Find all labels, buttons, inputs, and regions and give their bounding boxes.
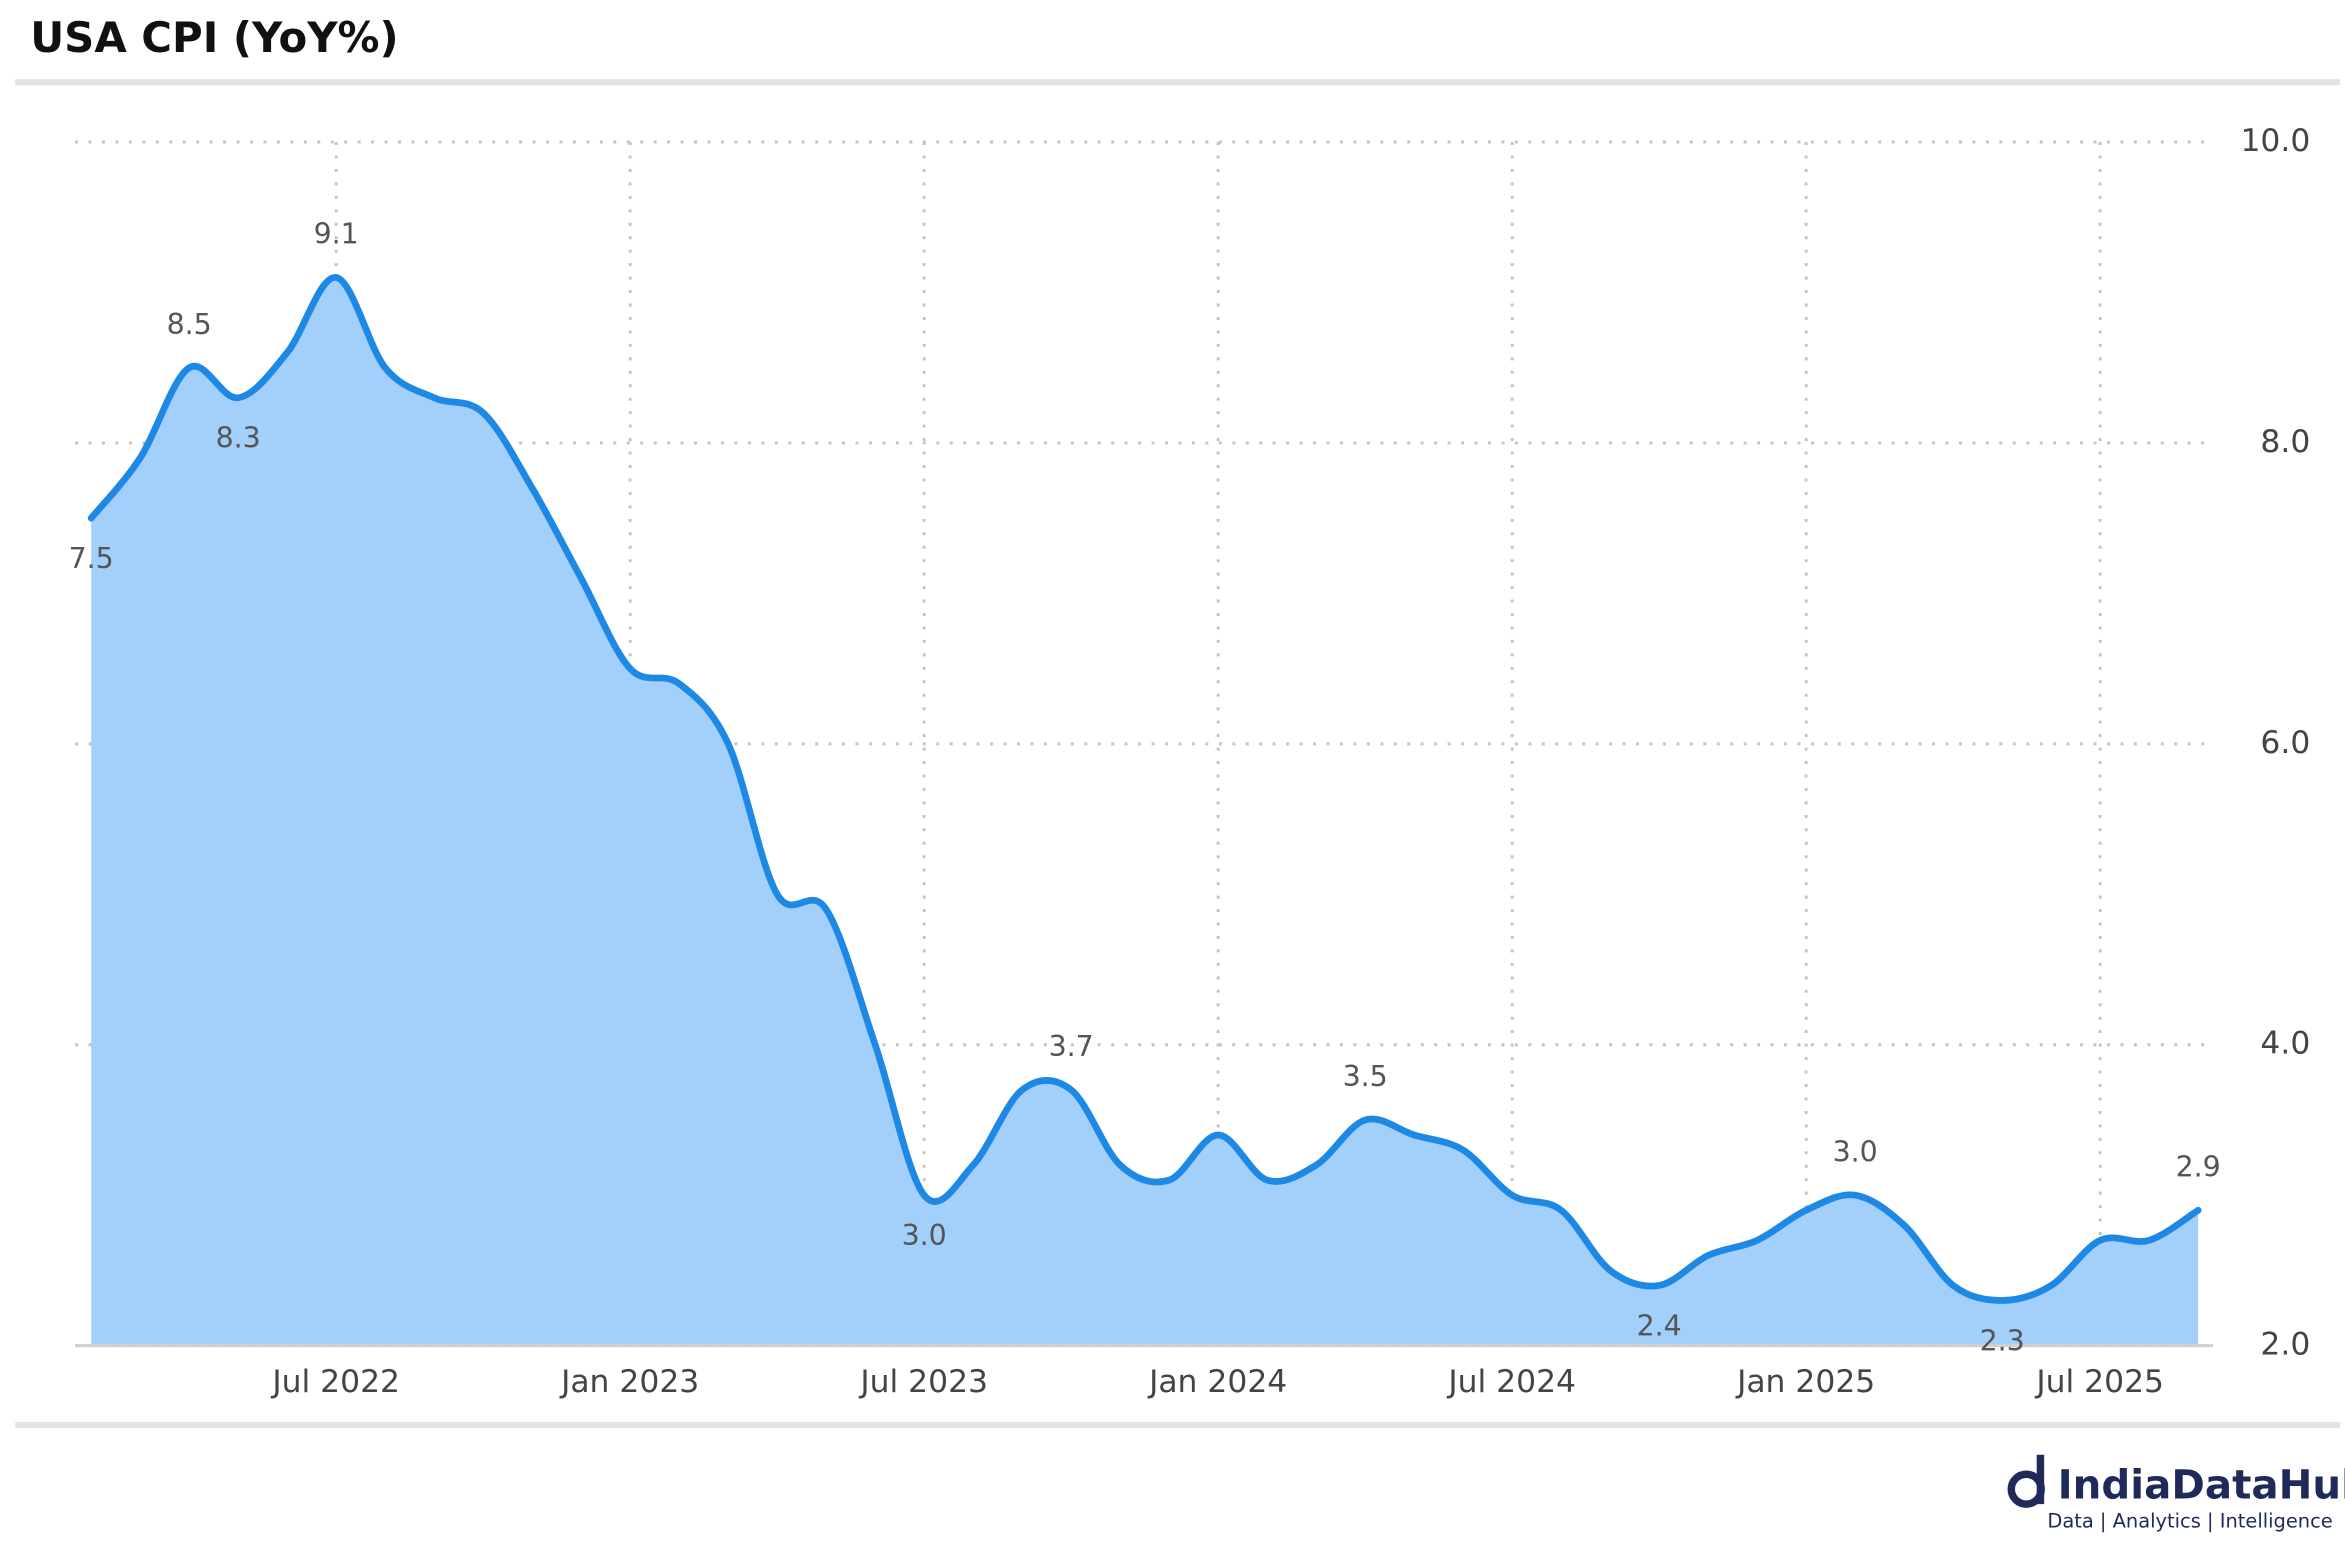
value-label: 3.0 xyxy=(1833,1135,1878,1168)
y-tick-label: 4.0 xyxy=(2260,1026,2310,1062)
area xyxy=(91,277,2199,1346)
y-tick-label: 8.0 xyxy=(2260,424,2310,460)
value-label: 2.3 xyxy=(1980,1324,2025,1357)
x-tick-label: Jul 2022 xyxy=(270,1364,400,1400)
value-label: 8.5 xyxy=(167,308,212,341)
chart-title: USA CPI (YoY%) xyxy=(30,13,398,62)
value-label: 3.0 xyxy=(902,1219,947,1252)
value-label: 7.5 xyxy=(69,542,114,575)
footer-rule xyxy=(15,1421,2341,1428)
x-tick-label: Jan 2024 xyxy=(1147,1364,1287,1400)
y-tick-label: 6.0 xyxy=(2260,725,2310,761)
value-label: 3.7 xyxy=(1049,1030,1094,1063)
brand-tagline: Data | Analytics | Intelligence xyxy=(2047,1510,2332,1533)
header-rule xyxy=(15,79,2341,86)
x-tick-label: Jan 2025 xyxy=(1735,1364,1875,1400)
logo-icon-stem xyxy=(2036,1454,2045,1505)
x-tick-label: Jan 2023 xyxy=(559,1364,699,1400)
value-label: 2.4 xyxy=(1637,1309,1682,1342)
x-tick-label: Jul 2025 xyxy=(2034,1364,2164,1400)
y-tick-label: 2.0 xyxy=(2260,1327,2310,1363)
x-tick-label: Jul 2024 xyxy=(1446,1364,1576,1400)
x-tick-label: Jul 2023 xyxy=(858,1364,988,1400)
y-tick-label: 10.0 xyxy=(2240,123,2310,159)
value-label: 2.9 xyxy=(2176,1150,2221,1183)
brand-name: IndiaDataHub xyxy=(2058,1462,2345,1509)
value-label: 8.3 xyxy=(216,422,261,455)
line xyxy=(87,274,2202,1304)
logo: IndiaDataHub Data | Analytics | Intellig… xyxy=(2007,1454,2345,1533)
plot-area: 2.0 4.0 6.0 8.0 10.0 Jul 2022 Jan 2023 Jul 2023… xyxy=(69,123,2311,1400)
value-label: 3.5 xyxy=(1343,1060,1388,1093)
value-label: 9.1 xyxy=(314,218,359,251)
